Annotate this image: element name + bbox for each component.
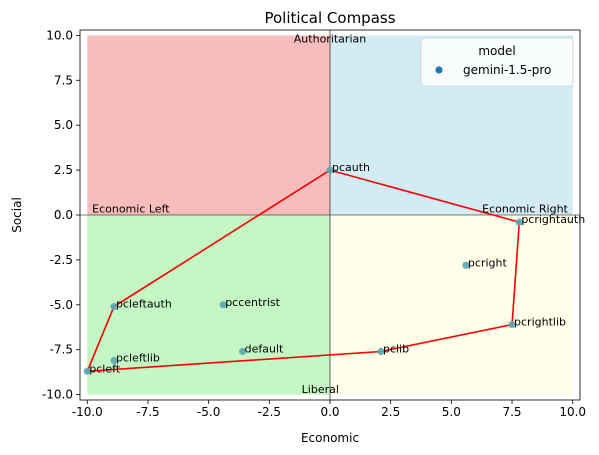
legend-entry-label: gemini-1.5-pro: [463, 63, 551, 77]
data-points: pcauth pcrightauth pcright pcrightlib pclib p…: [83, 161, 585, 375]
point-label-pcrightlib: pcrightlib: [514, 316, 566, 329]
point-label-pcauth: pcauth: [332, 161, 370, 174]
y-tick-label: 0.0: [54, 208, 73, 222]
point-label-pcright: pcright: [468, 256, 508, 269]
y-tick-label: -7.5: [50, 343, 73, 357]
x-tick-label: 5.0: [442, 405, 461, 419]
chart-title: Political Compass: [264, 9, 395, 27]
legend-box: [420, 37, 574, 87]
legend-entries: gemini-1.5-pro: [435, 63, 551, 77]
point-pccentrist: [219, 301, 227, 309]
legend-title: model: [478, 44, 515, 58]
legend-marker: [435, 66, 443, 74]
point-pcrightauth: [515, 218, 523, 226]
point-pcrightlib: [508, 320, 516, 329]
point-label-pccentrist: pccentrist: [225, 296, 280, 309]
point-label-pcleftlib: pcleftlib: [116, 351, 160, 364]
quadrant-bottom-left: [87, 215, 330, 395]
y-tick-label: 10.0: [46, 28, 73, 42]
x-tick-label: 2.5: [381, 405, 400, 419]
point-pcright: [462, 261, 470, 269]
y-tick-label: -5.0: [50, 298, 73, 312]
y-tick-label: -2.5: [50, 253, 73, 267]
x-tick-label: 10.0: [559, 405, 586, 419]
legend: model gemini-1.5-pro: [420, 37, 574, 87]
point-label-pclib: pclib: [383, 343, 409, 356]
x-axis-label: Economic: [301, 431, 359, 445]
y-tick-label: 5.0: [54, 118, 73, 132]
y-tick-label: 7.5: [54, 73, 73, 87]
x-tick-label: -7.5: [136, 405, 159, 419]
quadrant-label: Liberal: [302, 383, 339, 396]
y-tick-label: -10.0: [42, 388, 73, 402]
quadrant-top-left: [87, 35, 330, 215]
point-label-pcrightauth: pcrightauth: [521, 213, 585, 226]
point-label-default: default: [245, 343, 284, 356]
y-axis-label: Social: [10, 197, 24, 233]
x-tick-label: 0.0: [320, 405, 339, 419]
quadrant-labels: Authoritarian Economic Left Economic Right…: [92, 33, 568, 396]
point-pcleft: [83, 367, 91, 375]
x-tick-label: -2.5: [258, 405, 281, 419]
point-pcleftauth: [110, 303, 118, 311]
quadrant-bottom-right: [330, 215, 573, 395]
quadrant-label: Economic Left: [92, 202, 170, 215]
quadrant-label: Authoritarian: [294, 33, 366, 46]
x-tick-label: 7.5: [502, 405, 521, 419]
x-tick-label: -10.0: [72, 405, 103, 419]
axis-ticks: -10.0 -7.5 -5.0 -2.5 0.0 2.5 5.0 7.5 10.0 -10.0 -7…: [42, 28, 586, 419]
point-pclib: [377, 347, 385, 356]
point-pcleftlib: [110, 356, 118, 365]
center-axes: [80, 30, 580, 400]
point-default: [239, 347, 247, 356]
point-label-pcleft: pcleft: [89, 362, 121, 375]
quadrant-label: Economic Right: [482, 202, 568, 215]
point-label-pcleftauth: pcleftauth: [116, 298, 172, 311]
y-tick-label: 2.5: [54, 163, 73, 177]
x-tick-label: -5.0: [197, 405, 220, 419]
point-pcauth: [326, 166, 334, 174]
